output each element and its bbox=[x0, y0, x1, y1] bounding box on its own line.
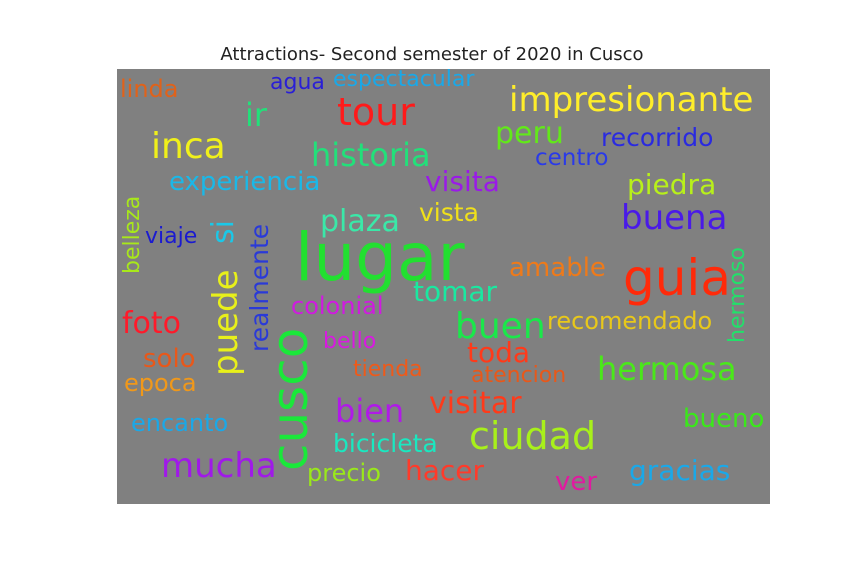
word-si: si bbox=[206, 220, 241, 244]
word-buen: buen bbox=[455, 306, 546, 347]
word-tour: tour bbox=[337, 90, 415, 134]
word-bello: bello bbox=[323, 329, 377, 354]
word-centro: centro bbox=[535, 145, 609, 171]
word-experiencia: experiencia bbox=[169, 167, 321, 197]
word-viaje: viaje bbox=[145, 224, 198, 249]
word-bicicleta: bicicleta bbox=[333, 429, 438, 458]
word-gracias: gracias bbox=[629, 454, 731, 487]
word-bien: bien bbox=[335, 392, 405, 430]
word-tienda: tienda bbox=[353, 357, 423, 382]
word-ver: ver bbox=[555, 467, 598, 497]
word-visitar: visitar bbox=[429, 386, 522, 421]
word-puede: puede bbox=[206, 269, 246, 376]
word-cloud: linda agua espectacular tour impresionan… bbox=[117, 69, 770, 504]
word-mucha: mucha bbox=[161, 446, 277, 486]
word-espectacular: espectacular bbox=[333, 69, 475, 92]
word-lugar: lugar bbox=[295, 219, 465, 296]
word-solo: solo bbox=[143, 344, 196, 374]
word-encanto: encanto bbox=[131, 409, 229, 437]
word-hermosa: hermosa bbox=[597, 350, 737, 388]
word-peru: peru bbox=[495, 116, 564, 151]
word-ciudad: ciudad bbox=[469, 414, 597, 458]
word-atencion: atencion bbox=[471, 363, 567, 388]
word-hacer: hacer bbox=[405, 454, 485, 487]
word-colonial: colonial bbox=[291, 292, 384, 320]
word-visita: visita bbox=[425, 165, 500, 198]
word-linda: linda bbox=[120, 75, 179, 103]
word-piedra: piedra bbox=[627, 168, 717, 201]
word-epoca: epoca bbox=[124, 369, 197, 397]
chart-title: Attractions- Second semester of 2020 in … bbox=[220, 44, 644, 65]
word-agua: agua bbox=[270, 70, 325, 95]
word-bueno: bueno bbox=[683, 404, 765, 434]
word-recomendado: recomendado bbox=[547, 307, 713, 335]
word-vista: vista bbox=[419, 198, 479, 227]
word-precio: precio bbox=[307, 459, 381, 487]
word-guia: guia bbox=[623, 249, 731, 307]
word-belleza: belleza bbox=[120, 195, 145, 274]
word-toda: toda bbox=[467, 336, 531, 369]
word-ir: ir bbox=[245, 96, 268, 134]
word-impresionante: impresionante bbox=[509, 80, 754, 120]
word-recorrido: recorrido bbox=[601, 123, 714, 152]
word-inca: inca bbox=[151, 126, 226, 167]
word-foto: foto bbox=[122, 306, 182, 341]
word-buena: buena bbox=[621, 198, 728, 238]
word-historia: historia bbox=[311, 136, 431, 174]
word-amable: amable bbox=[509, 253, 606, 283]
word-tomar: tomar bbox=[413, 275, 498, 308]
word-plaza: plaza bbox=[320, 204, 400, 239]
